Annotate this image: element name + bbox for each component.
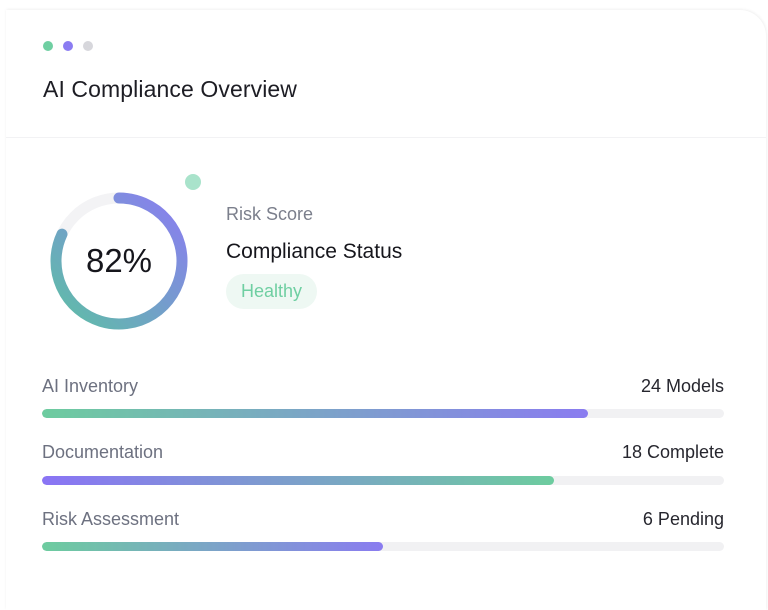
progress-fill-ai-inventory [42, 409, 588, 418]
score-percent: 82% [85, 242, 153, 279]
compliance-card: AI Compliance Overview 82% Risk Score Co… [6, 10, 766, 610]
progress-fill-documentation [42, 476, 554, 485]
status-dot-icon [185, 174, 201, 190]
progress-track-documentation [42, 476, 724, 485]
progress-track-ai-inventory [42, 409, 724, 418]
green-dot-icon [43, 41, 53, 51]
metric-label-documentation: Documentation [42, 442, 164, 462]
metric-value-ai-inventory: 24 Models [640, 376, 724, 396]
status-badge: Healthy [226, 274, 318, 309]
score-ring: 82% [44, 186, 194, 336]
progress-fill-risk-assessment [42, 542, 383, 551]
ring-progress-arc [50, 192, 188, 330]
gray-dot-icon [83, 41, 93, 51]
metric-value-risk-assessment: 6 Pending [642, 509, 724, 529]
page-title: AI Compliance Overview [43, 76, 298, 102]
purple-dot-icon [63, 41, 73, 51]
metric-value-documentation: 18 Complete [621, 442, 724, 462]
score-ring-chart [50, 192, 188, 330]
metric-label-ai-inventory: AI Inventory [42, 376, 139, 396]
progress-track-risk-assessment [42, 542, 724, 551]
card-header: AI Compliance Overview [6, 10, 766, 138]
compliance-status-title: Compliance Status [226, 240, 403, 263]
metric-label-risk-assessment: Risk Assessment [42, 509, 180, 529]
risk-score-label: Risk Score [226, 204, 314, 224]
